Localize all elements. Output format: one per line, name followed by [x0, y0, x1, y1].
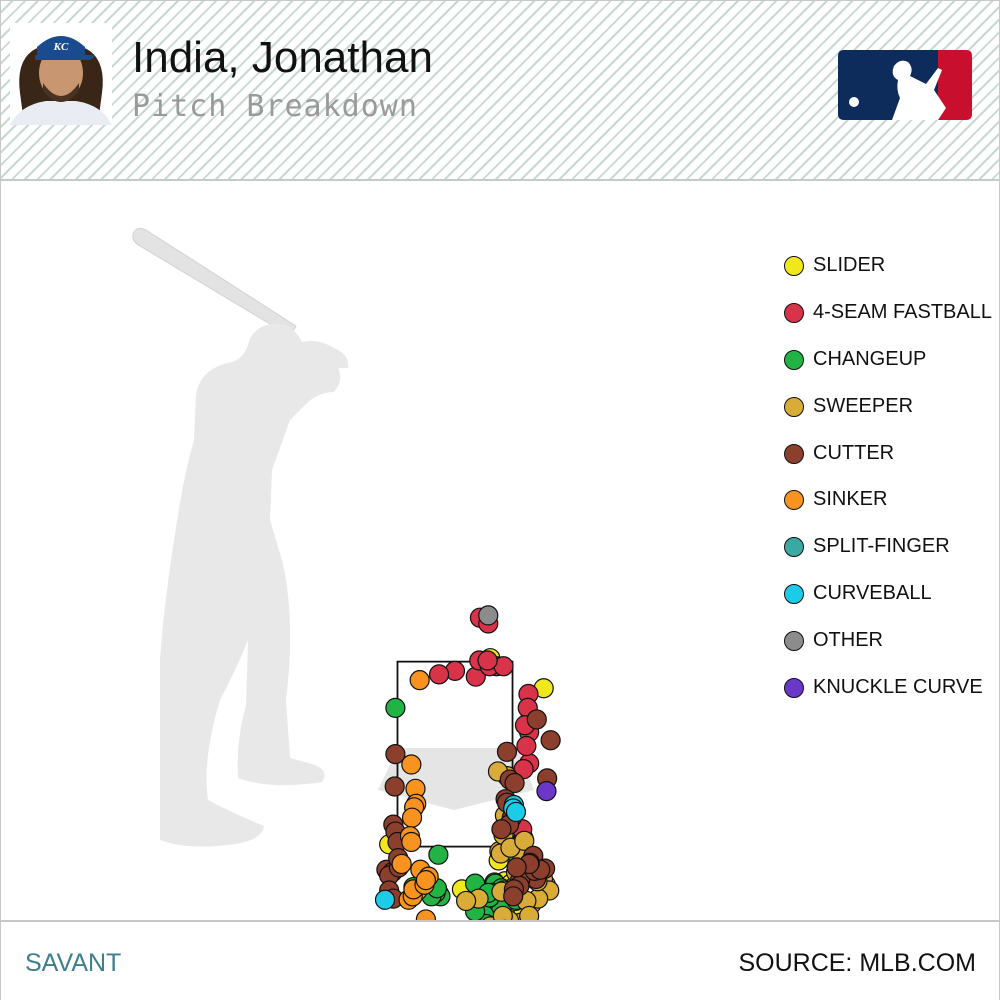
- source-credit: SOURCE: MLB.COM: [738, 949, 976, 977]
- legend-swatch: [784, 256, 804, 276]
- pitch-point-cutter[interactable]: [504, 772, 525, 794]
- pitch-point-sweeper[interactable]: [492, 905, 513, 920]
- chart-subtitle: Pitch Breakdown: [132, 89, 418, 124]
- pitch-point-sinker[interactable]: [409, 670, 430, 691]
- legend-label: CHANGEUP: [813, 347, 927, 370]
- svg-text:KC: KC: [53, 41, 69, 53]
- pitch-point-4-seam-fastball[interactable]: [516, 735, 537, 757]
- legend-swatch: [784, 443, 804, 464]
- legend-swatch: [784, 678, 804, 699]
- legend-label: SINKER: [813, 488, 888, 511]
- pitch-point-knuckle-curve[interactable]: [536, 781, 557, 802]
- legend-item-sweeper[interactable]: SWEEPER: [783, 395, 998, 442]
- pitch-point-sinker[interactable]: [391, 853, 412, 875]
- batter-bat: [132, 227, 297, 337]
- legend-item-split-finger[interactable]: SPLIT-FINGER: [783, 535, 998, 582]
- legend-swatch: [784, 537, 804, 558]
- header: KC India, Jonathan Pitch Breakdown: [1, 1, 999, 181]
- legend-item-sinker[interactable]: SINKER: [783, 488, 998, 535]
- pitch-point-cutter[interactable]: [384, 776, 405, 797]
- pitch-point-sinker[interactable]: [401, 831, 422, 853]
- legend-item-changeup[interactable]: CHANGEUP: [783, 348, 998, 395]
- pitch-point-cutter[interactable]: [503, 886, 524, 907]
- legend-swatch: [784, 302, 804, 323]
- legend-item-cutter[interactable]: CUTTER: [783, 442, 998, 489]
- pitch-point-4-seam-fastball[interactable]: [477, 650, 498, 671]
- pitch-point-sweeper[interactable]: [519, 905, 540, 920]
- legend-label: CUTTER: [813, 441, 895, 464]
- pitch-point-changeup[interactable]: [428, 844, 449, 865]
- legend: SLIDER 4-SEAM FASTBALL CHANGEUP SWEEPER CUTT…: [783, 254, 998, 723]
- pitch-point-cutter[interactable]: [496, 741, 518, 762]
- pitch-point-cutter[interactable]: [491, 819, 512, 840]
- player-avatar: KC: [10, 23, 112, 125]
- pitch-point-sweeper[interactable]: [514, 830, 535, 851]
- footer: SAVANT SOURCE: MLB.COM: [1, 920, 999, 1000]
- mlb-logo: [838, 50, 972, 120]
- legend-item-curveball[interactable]: CURVEBALL: [783, 582, 998, 629]
- legend-label: 4-SEAM FASTBALL: [813, 300, 992, 323]
- legend-label: OTHER: [813, 629, 883, 652]
- pitch-point-4-seam-fastball[interactable]: [428, 664, 450, 685]
- legend-label: CURVEBALL: [813, 582, 932, 605]
- legend-item-knuckle-curve[interactable]: KNUCKLE CURVE: [783, 676, 998, 723]
- pitch-point-cutter[interactable]: [526, 709, 547, 730]
- pitch-point-sinker[interactable]: [415, 909, 436, 920]
- legend-item-4-seam-fastball[interactable]: 4-SEAM FASTBALL: [783, 301, 998, 348]
- pitch-point-other[interactable]: [478, 605, 499, 626]
- legend-item-slider[interactable]: SLIDER: [783, 254, 998, 301]
- player-name: India, Jonathan: [132, 33, 433, 82]
- batter-body: [160, 323, 349, 847]
- pitch-point-sinker[interactable]: [401, 807, 423, 828]
- legend-label: SPLIT-FINGER: [813, 535, 950, 558]
- pitch-point-curveball[interactable]: [505, 801, 527, 823]
- pitch-point-cutter[interactable]: [385, 744, 406, 765]
- pitch-point-changeup[interactable]: [385, 697, 406, 718]
- legend-swatch: [784, 349, 804, 370]
- pitch-points: [374, 605, 561, 920]
- pitch-chart: [132, 227, 561, 920]
- legend-label: SLIDER: [813, 254, 886, 276]
- legend-swatch: [784, 631, 804, 652]
- pitch-point-curveball[interactable]: [374, 889, 396, 910]
- pitch-point-sinker[interactable]: [401, 754, 422, 775]
- pitch-point-cutter[interactable]: [506, 857, 527, 878]
- legend-item-other[interactable]: OTHER: [783, 629, 998, 676]
- batter-silhouette: [132, 227, 534, 847]
- legend-swatch: [784, 490, 804, 511]
- legend-label: KNUCKLE CURVE: [813, 676, 983, 699]
- pitch-point-cutter[interactable]: [540, 730, 561, 751]
- pitch-point-sweeper[interactable]: [455, 890, 477, 912]
- legend-swatch: [784, 584, 804, 605]
- savant-link[interactable]: SAVANT: [25, 949, 122, 977]
- pitch-point-sinker[interactable]: [415, 870, 436, 891]
- legend-label: SWEEPER: [813, 394, 914, 417]
- legend-swatch: [784, 396, 804, 417]
